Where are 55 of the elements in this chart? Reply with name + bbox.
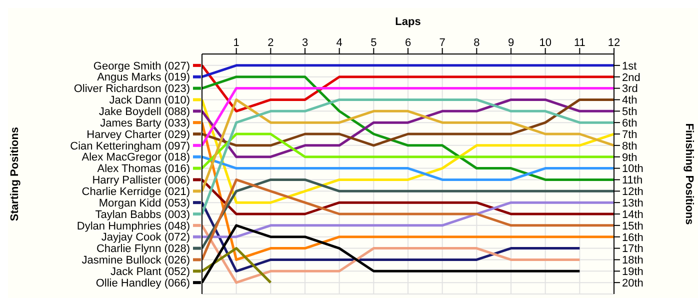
legend-label: Cian Ketteringham (097) bbox=[70, 140, 190, 152]
x-tick-label: 1 bbox=[233, 37, 240, 49]
x-tick-label: 4 bbox=[336, 37, 342, 49]
y2-tick-label: 9th bbox=[622, 152, 638, 164]
x-axis-title: Laps bbox=[395, 16, 421, 28]
legend-label: Ollie Handley (066) bbox=[96, 277, 190, 290]
y2-tick-label: 11th bbox=[622, 174, 643, 187]
x-tick-label: 7 bbox=[439, 37, 446, 49]
y2-tick-label: 15th bbox=[622, 220, 644, 232]
y2-tick-label: 20th bbox=[622, 277, 644, 290]
y2-tick-label: 12th bbox=[622, 186, 644, 198]
legend-label: Jake Boydell (088) bbox=[98, 106, 190, 118]
legend-label: Charlie Kerridge (021) bbox=[82, 186, 190, 198]
legend-label: Morgan Kidd (053) bbox=[98, 197, 190, 210]
y2-tick-label: 1st bbox=[622, 60, 637, 72]
x-tick-label: 9 bbox=[508, 37, 514, 49]
x-tick-label: 12 bbox=[608, 37, 620, 49]
y2-tick-label: 17th bbox=[622, 243, 644, 256]
legend-label: Jack Dann (010) bbox=[109, 94, 190, 107]
legend-label: Jayjay Cook (072) bbox=[101, 232, 190, 244]
legend-label: Jack Plant (052) bbox=[110, 266, 190, 278]
x-tick-label: 5 bbox=[370, 37, 377, 49]
legend-label: Oliver Richardson (023) bbox=[74, 83, 190, 96]
legend-label: Dylan Humphries (048) bbox=[76, 220, 190, 232]
legend-label: Alex Thomas (016) bbox=[97, 163, 190, 176]
legend-label: Alex MacGregor (018) bbox=[82, 152, 190, 164]
legend-label: Angus Marks (019) bbox=[97, 72, 190, 84]
x-tick-label: 10 bbox=[539, 37, 552, 49]
legend-label: Charlie Flynn (028) bbox=[96, 243, 190, 256]
legend-label: Taylan Babbs (003) bbox=[95, 208, 190, 221]
y2-tick-label: 19th bbox=[622, 266, 644, 278]
y2-tick-label: 18th bbox=[622, 254, 644, 267]
legend-label: Harvey Charter (029) bbox=[86, 128, 190, 141]
x-tick-label: 6 bbox=[404, 37, 412, 49]
y2-tick-label: 4th bbox=[622, 94, 638, 107]
x-tick-label: 8 bbox=[474, 37, 480, 49]
legend-label: George Smith (027) bbox=[93, 60, 190, 72]
x-tick-label: 3 bbox=[302, 37, 308, 49]
y2-tick-label: 8th bbox=[622, 140, 638, 152]
y2-tick-label: 14th bbox=[622, 208, 644, 221]
x-tick-label: 2 bbox=[268, 37, 274, 49]
legend-label: Harry Pallister (006) bbox=[92, 174, 190, 187]
y2-tick-label: 2nd bbox=[622, 72, 640, 84]
y2-tick-label: 5th bbox=[622, 106, 638, 118]
y2-tick-label: 7th bbox=[622, 128, 638, 141]
x-tick-label: 11 bbox=[574, 37, 586, 49]
y2-axis-title: Finishing Positions bbox=[683, 123, 696, 225]
legend-label: James Barty (033) bbox=[100, 117, 190, 130]
y2-tick-label: 16th bbox=[622, 232, 644, 244]
y2-tick-label: 10th bbox=[622, 163, 644, 176]
y2-tick-label: 13th bbox=[622, 197, 644, 210]
legend-label: Jasmine Bullock (026) bbox=[82, 254, 190, 267]
y2-tick-label: 3rd bbox=[622, 83, 638, 96]
y2-tick-label: 6th bbox=[622, 117, 638, 130]
legend-title: Starting Positions bbox=[8, 126, 21, 222]
